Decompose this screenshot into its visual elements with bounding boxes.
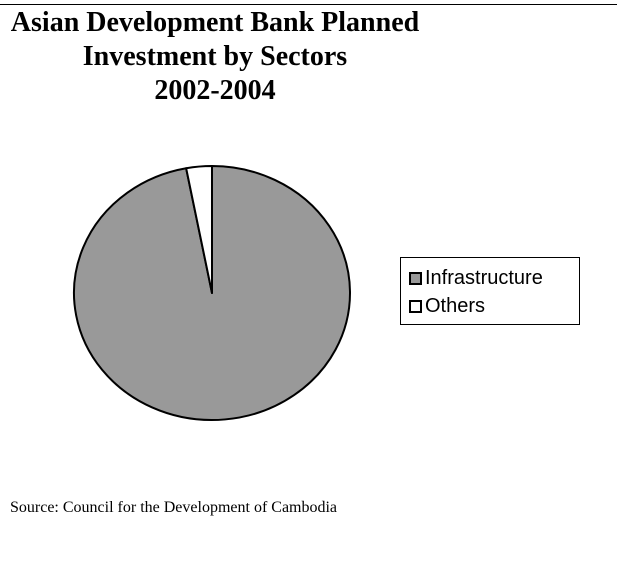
chart-title: Asian Development Bank Planned Investmen… (0, 6, 430, 108)
chart-title-line-1: Asian Development Bank Planned (10, 7, 420, 38)
pie-slice-others (185, 165, 213, 294)
top-rule (0, 4, 617, 5)
legend-label-infrastructure: Infrastructure (425, 267, 543, 289)
legend-item-infrastructure: Infrastructure (409, 267, 543, 289)
legend-label-others: Others (425, 295, 486, 317)
legend-swatch-infrastructure (409, 271, 422, 285)
legend-swatch-others (409, 299, 422, 313)
chart-title-line-3: 2002-2004 (154, 75, 276, 106)
legend-item-others: Others (409, 295, 485, 317)
source-note: Source: Council for the Development of C… (10, 499, 338, 516)
chart-legend: Infrastructure Others (400, 257, 580, 325)
chart-title-line-2: Investment by Sectors (82, 41, 348, 72)
